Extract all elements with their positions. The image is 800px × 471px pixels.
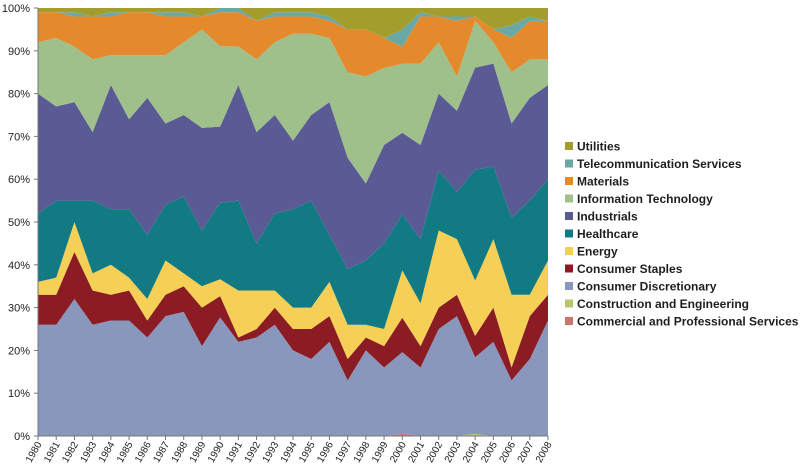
legend-label-construction-and-engineering: Construction and Engineering — [577, 297, 749, 311]
area-energy — [38, 222, 548, 368]
x-tick-label: 1988 — [170, 440, 191, 465]
y-tick-label: 20% — [8, 345, 30, 357]
x-axis: 1980198119821983198419851986198719881989… — [24, 435, 555, 465]
area-utilities — [38, 8, 548, 38]
x-tick-label: 2004 — [461, 440, 482, 465]
y-tick-label: 80% — [8, 89, 30, 101]
x-tick-label: 1986 — [133, 440, 154, 465]
x-tick-label: 1993 — [261, 440, 282, 465]
area-industrials — [38, 63, 548, 270]
x-tick-label: 1994 — [279, 440, 300, 465]
y-tick-label: 30% — [8, 303, 30, 315]
legend-swatch-commercial-and-professional-services — [565, 317, 573, 325]
legend-swatch-consumer-staples — [565, 264, 573, 273]
x-tick-label: 2002 — [425, 440, 446, 465]
y-tick-label: 70% — [8, 131, 30, 143]
x-tick-label: 1991 — [224, 440, 245, 465]
legend-swatch-construction-and-engineering — [565, 299, 573, 308]
y-tick-label: 100% — [2, 3, 30, 15]
area-layers — [38, 8, 548, 436]
x-tick-label: 1984 — [97, 440, 118, 465]
x-tick-label: 1995 — [297, 440, 318, 465]
x-tick-label: 1987 — [151, 440, 172, 465]
area-information-technology — [38, 20, 548, 184]
area-healthcare — [38, 166, 548, 329]
x-tick-label: 2001 — [406, 440, 427, 465]
y-tick-label: 60% — [8, 174, 30, 186]
y-tick-label: 40% — [8, 260, 30, 272]
area-materials — [38, 12, 548, 77]
legend-label-industrials: Industrials — [577, 210, 638, 224]
legend-swatch-industrials — [565, 212, 573, 220]
legend-label-utilities: Utilities — [577, 140, 621, 154]
y-tick-label: 0% — [14, 431, 30, 443]
x-tick-label: 1997 — [334, 440, 355, 465]
y-tick-label: 10% — [8, 388, 30, 400]
x-tick-label: 1983 — [79, 440, 100, 465]
area-consumer-discretionary — [38, 299, 548, 436]
x-tick-label: 2000 — [388, 440, 409, 465]
legend-label-healthcare: Healthcare — [577, 227, 639, 241]
legend-swatch-utilities — [565, 142, 573, 150]
legend-label-consumer-discretionary: Consumer Discretionary — [577, 280, 717, 294]
y-tick-label: 90% — [8, 46, 30, 58]
x-tick-label: 1981 — [42, 440, 63, 465]
x-tick-label: 2003 — [443, 440, 464, 465]
x-tick-label: 2008 — [534, 440, 555, 465]
y-axis: 0% 10% 20% 30% 40% 50% 60% 70% 80% 90% 100% — [2, 3, 39, 443]
legend-swatch-healthcare — [565, 229, 573, 238]
legend-swatch-energy — [565, 247, 573, 255]
legend-swatch-consumer-discretionary — [565, 282, 573, 290]
x-tick-label: 1998 — [352, 440, 373, 465]
legend-swatch-telecommunication-services — [565, 159, 573, 168]
legend-swatch-materials — [565, 177, 573, 185]
area-consumer-staples — [38, 251, 548, 381]
x-tick-label: 2007 — [516, 440, 537, 465]
x-tick-label: 1996 — [315, 440, 336, 465]
legend-label-materials: Materials — [577, 175, 629, 189]
x-tick-label: 1990 — [206, 440, 227, 465]
x-tick-label: 1989 — [188, 440, 209, 465]
legend-label-information-technology: Information Technology — [577, 192, 713, 206]
x-tick-label: 2006 — [498, 440, 519, 465]
legend-label-consumer-staples: Consumer Staples — [577, 262, 683, 276]
x-tick-label: 1999 — [370, 440, 391, 465]
legend-swatch-information-technology — [565, 194, 573, 203]
legend-label-energy: Energy — [577, 245, 618, 259]
x-tick-label: 1992 — [243, 440, 264, 465]
legend-label-commercial-and-professional-services: Commercial and Professional Services — [577, 315, 799, 329]
area-telecommunication-services — [38, 8, 548, 47]
x-tick-label: 1982 — [60, 440, 81, 465]
x-tick-label: 1985 — [115, 440, 136, 465]
legend-label-telecommunication-services: Telecommunication Services — [577, 157, 742, 171]
y-tick-label: 50% — [8, 217, 30, 229]
x-tick-label: 2005 — [479, 440, 500, 465]
legend: Utilities Telecommunication Services Mater… — [565, 140, 799, 329]
x-tick-label: 1980 — [24, 440, 45, 465]
